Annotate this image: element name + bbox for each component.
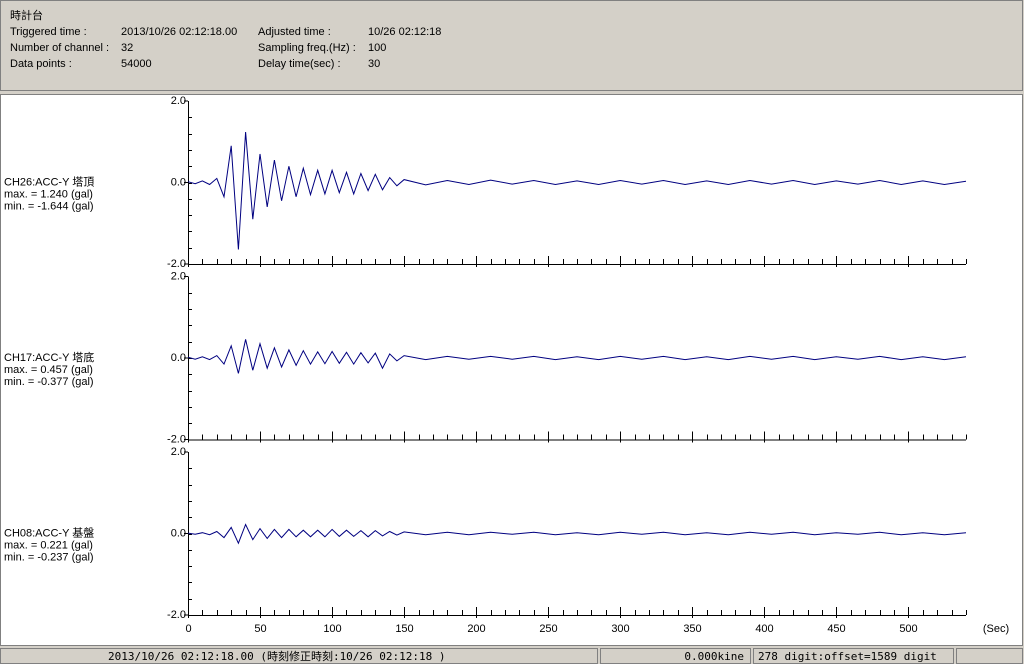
y-tick-label: 2.0 [171,270,186,282]
status-cell [956,648,1023,664]
field-label: Number of channel : [10,42,109,54]
x-tick-label: 0 [185,623,191,635]
field-label: Delay time(sec) : [258,58,341,70]
y-tick-label: 2.0 [171,446,186,458]
field-value: 32 [121,42,133,54]
x-tick-label: 350 [683,623,701,635]
waveform [187,131,967,250]
x-tick-label: 500 [899,623,917,635]
status-bar: 2013/10/26 02:12:18.00 (時刻修正時刻:10/26 02:… [0,648,1023,664]
min-label: min. = -0.377 (gal) [4,376,94,388]
x-tick-label: 200 [467,623,485,635]
field-value: 54000 [121,58,152,70]
y-tick-label: -2.0 [167,609,186,621]
field-value: 100 [368,42,386,54]
field-label: Adjusted time : [258,26,331,38]
x-tick-label: 250 [539,623,557,635]
field-value: 2013/10/26 02:12:18.00 [121,26,237,38]
x-tick-label: 300 [611,623,629,635]
min-label: min. = -1.644 (gal) [4,200,94,212]
max-label: max. = 0.457 (gal) [4,364,93,376]
y-tick-label: -2.0 [167,258,186,270]
status-time: 2013/10/26 02:12:18.00 (時刻修正時刻:10/26 02:… [108,649,446,663]
x-tick-label: 450 [827,623,845,635]
x-tick-label: 400 [755,623,773,635]
max-label: max. = 0.221 (gal) [4,539,93,551]
y-tick-label: 0.0 [171,352,186,364]
min-label: min. = -0.237 (gal) [4,551,94,563]
status-velocity: 0.000kine [684,650,744,663]
max-label: max. = 1.240 (gal) [4,188,93,200]
channel-name: CH08:ACC-Y 基盤 [4,526,94,539]
channel-name: CH26:ACC-Y 塔頂 [4,175,94,188]
x-tick-label: 50 [254,623,266,635]
field-label: Triggered time : [10,26,87,38]
chart-panel [0,94,1023,646]
status-digit: 278 digit:offset=1589 digit [758,650,937,663]
field-label: Data points : [10,58,72,70]
x-axis-label: (Sec) [983,623,1009,635]
field-value: 10/26 02:12:18 [368,26,441,38]
y-tick-label: 0.0 [171,176,186,188]
header-title: 時計台 [10,8,43,22]
field-label: Sampling freq.(Hz) : [258,42,356,54]
header-panel [0,0,1023,91]
channel-name: CH17:ACC-Y 塔底 [4,350,94,364]
waveform [187,523,967,545]
y-tick-label: -2.0 [167,433,186,445]
y-tick-label: 2.0 [171,95,186,107]
y-tick-label: 0.0 [171,527,186,539]
x-tick-label: 100 [323,623,341,635]
waveform [187,339,967,374]
field-value: 30 [368,58,380,70]
x-tick-label: 150 [395,623,413,635]
